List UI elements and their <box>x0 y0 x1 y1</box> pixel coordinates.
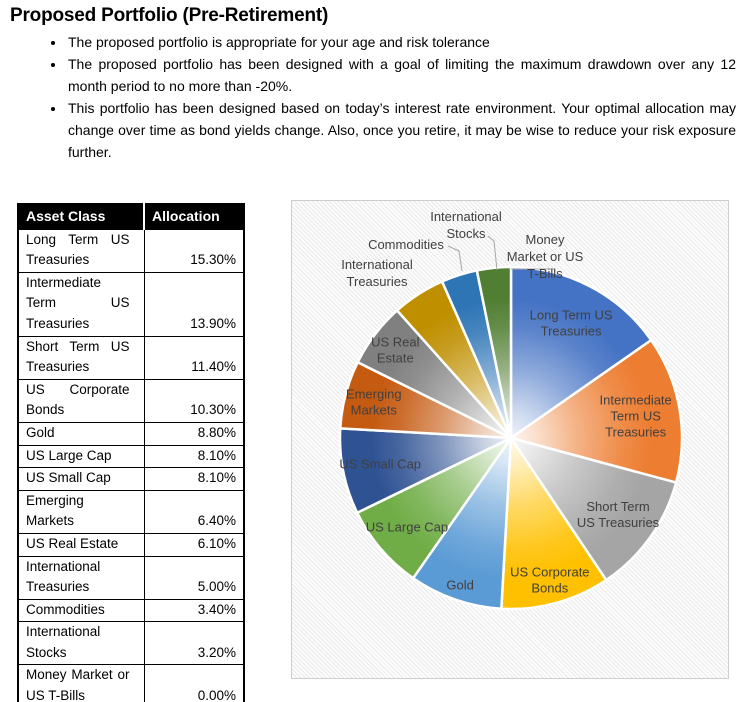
allocation-cell: 3.20% <box>143 621 245 666</box>
table-row: Long Term US Treasuries 15.30% <box>17 228 245 273</box>
slice-label-gold: Gold <box>446 578 473 593</box>
table-row: Gold 8.80% <box>17 421 245 446</box>
table-row: International Treasuries 5.00% <box>17 555 245 600</box>
table-row: Intermediate Term US Treasuries 13.90% <box>17 271 245 337</box>
allocation-cell: 6.10% <box>143 532 245 557</box>
asset-class-cell: US Small Cap <box>17 467 145 491</box>
bullet-item: The proposed portfolio is appropriate fo… <box>66 31 736 53</box>
leader-line-commodities <box>447 245 463 272</box>
slice-label-international-treasuries: International Treasuries <box>341 257 413 289</box>
allocation-cell: 8.10% <box>143 467 245 491</box>
pie-chart-panel: Long Term US Treasuries Intermediate Term U… <box>291 200 729 679</box>
allocation-cell: 13.90% <box>143 271 245 337</box>
table-row: Commodities 3.40% <box>17 598 245 623</box>
asset-class-cell: International Stocks <box>17 621 145 666</box>
page-title: Proposed Portfolio (Pre-Retirement) <box>10 5 329 26</box>
allocation-table: Asset Class Allocation Long Term US Trea… <box>17 203 245 702</box>
table-row: Emerging Markets 6.40% <box>17 489 245 534</box>
allocation-cell: 6.40% <box>143 489 245 534</box>
slice-label-commodities: Commodities <box>368 237 444 252</box>
bullet-item: This portfolio has been designed based o… <box>66 97 736 163</box>
slice-label-us-real-estate: US Real Estate <box>371 335 420 366</box>
asset-class-cell: Commodities <box>17 598 145 623</box>
asset-class-cell: US Real Estate <box>17 532 145 557</box>
asset-class-cell: Long Term US Treasuries <box>17 228 145 273</box>
allocation-cell: 10.30% <box>143 378 245 423</box>
table-row: US Corporate Bonds 10.30% <box>17 378 245 423</box>
slice-label-international-stocks: International Stocks <box>430 209 502 241</box>
allocation-cell: 8.80% <box>143 421 245 446</box>
table-row: US Small Cap 8.10% <box>17 467 245 491</box>
asset-class-cell: Short Term US Treasuries <box>17 335 145 380</box>
asset-class-cell: Money Market or US T-Bills <box>17 664 145 702</box>
table-row: US Real Estate 6.10% <box>17 532 245 557</box>
bullet-list: The proposed portfolio is appropriate fo… <box>0 31 740 163</box>
leader-line-international-stocks <box>487 235 498 271</box>
allocation-cell: 11.40% <box>143 335 245 380</box>
table-row: International Stocks 3.20% <box>17 621 245 666</box>
slice-label-us-large-cap: US Large Cap <box>366 519 448 534</box>
table-row: Money Market or US T-Bills 0.00% <box>17 664 245 702</box>
slice-label-intermediate-term-us-treasuries: Intermediate Term US Treasuries <box>600 393 672 440</box>
slice-label-long-term-us-treasuries: Long Term US Treasuries <box>530 307 613 338</box>
allocation-cell: 0.00% <box>143 664 245 702</box>
slice-label-money-market-or-us-t-bills: Money Market or US T-Bills <box>507 232 584 281</box>
allocation-cell: 3.40% <box>143 598 245 623</box>
col-header-allocation: Allocation <box>143 203 245 230</box>
pie-chart: Long Term US Treasuries Intermediate Term U… <box>338 209 684 611</box>
table-row: Short Term US Treasuries 11.40% <box>17 335 245 380</box>
asset-class-cell: Emerging Markets <box>17 489 145 534</box>
asset-class-cell: US Corporate Bonds <box>17 378 145 423</box>
allocation-cell: 15.30% <box>143 228 245 273</box>
slice-label-us-corporate-bonds: US Corporate Bonds <box>510 564 589 595</box>
table-header-row: Asset Class Allocation <box>17 203 245 230</box>
table-row: US Large Cap 8.10% <box>17 444 245 469</box>
slice-label-emerging-markets: Emerging Markets <box>346 386 402 417</box>
allocation-cell: 5.00% <box>143 555 245 600</box>
asset-class-cell: Gold <box>17 421 145 446</box>
col-header-asset-class: Asset Class <box>17 203 145 230</box>
asset-class-cell: International Treasuries <box>17 555 145 600</box>
bullet-item: The proposed portfolio has been designed… <box>66 53 736 97</box>
asset-class-cell: US Large Cap <box>17 444 145 469</box>
slice-label-short-term-us-treasuries: Short Term US Treasuries <box>577 499 660 530</box>
slice-label-us-small-cap: US Small Cap <box>339 457 421 472</box>
allocation-cell: 8.10% <box>143 444 245 469</box>
asset-class-cell: Intermediate Term US Treasuries <box>17 271 145 337</box>
